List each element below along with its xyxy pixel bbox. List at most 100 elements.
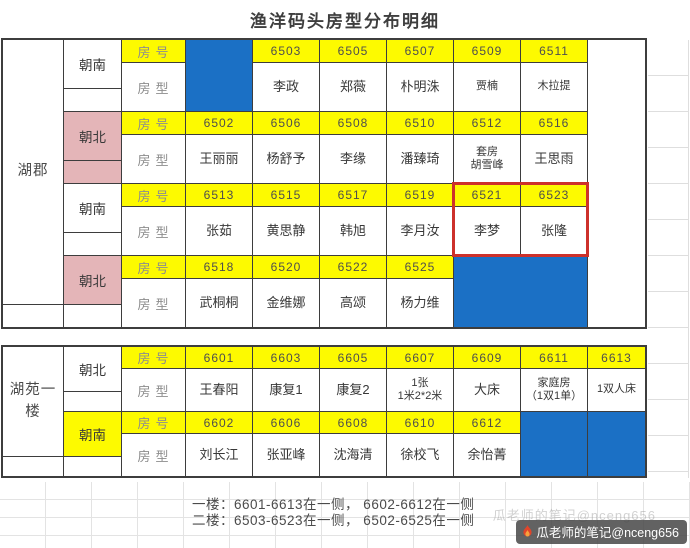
room-number-cell[interactable]: 6612 xyxy=(454,412,520,433)
orientation-cell[interactable]: 朝北 xyxy=(64,112,121,160)
room-number-cell[interactable]: 6520 xyxy=(253,256,319,278)
room-number-cell[interactable]: 6503 xyxy=(253,40,319,62)
orientation-cell[interactable]: 朝南 xyxy=(64,40,121,88)
occupant-cell[interactable]: 沈海清 xyxy=(320,434,386,476)
occupant-cell[interactable]: 朴明洙 xyxy=(387,63,453,111)
row-header-cell[interactable]: 房型 xyxy=(122,135,185,183)
room-number-cell[interactable]: 6611 xyxy=(521,347,587,368)
section-label-cell[interactable]: 湖苑一楼 xyxy=(3,347,63,456)
row-header-cell[interactable]: 房号 xyxy=(122,40,185,62)
orientation-cell[interactable]: 朝南 xyxy=(64,412,121,456)
room-number-cell[interactable]: 6613 xyxy=(588,347,645,368)
occupant-cell[interactable]: 余怡菁 xyxy=(454,434,520,476)
occupant-cell[interactable]: 张亚峰 xyxy=(253,434,319,476)
room-number-cell[interactable]: 6601 xyxy=(186,347,252,368)
occupant-cell[interactable]: 李政 xyxy=(253,63,319,111)
row-header-cell[interactable]: 房号 xyxy=(122,256,185,278)
occupant-cell[interactable]: 韩旭 xyxy=(320,207,386,255)
room-type-cell[interactable]: 康复2 xyxy=(320,369,386,411)
row-header-cell[interactable]: 房号 xyxy=(122,112,185,134)
room-number-cell[interactable]: 6606 xyxy=(253,412,319,433)
room-number-cell[interactable]: 6525 xyxy=(387,256,453,278)
occupant-cell[interactable]: 张茹 xyxy=(186,207,252,255)
row-header-cell[interactable]: 房型 xyxy=(122,207,185,255)
room-number-cell[interactable]: 6516 xyxy=(521,112,587,134)
room-number-cell[interactable]: 6521 xyxy=(454,184,520,206)
room-number-cell[interactable]: 6508 xyxy=(320,112,386,134)
occupant-cell[interactable]: 杨力维 xyxy=(387,279,453,327)
row-header-cell[interactable]: 房号 xyxy=(122,347,185,368)
blue-merged-cell[interactable] xyxy=(521,412,587,476)
room-number-cell[interactable]: 6512 xyxy=(454,112,520,134)
room-number-cell[interactable]: 6605 xyxy=(320,347,386,368)
blank-cell[interactable] xyxy=(3,457,63,476)
occupant-cell[interactable]: 王思雨 xyxy=(521,135,587,183)
room-type-cell[interactable]: 大床 xyxy=(454,369,520,411)
room-number-cell[interactable]: 6517 xyxy=(320,184,386,206)
room-number-cell[interactable]: 6607 xyxy=(387,347,453,368)
table-huyuan-1f: 湖苑一楼 朝北 房号 房型 6601 6603 6605 6607 6609 6… xyxy=(1,345,647,478)
orientation-cell[interactable]: 朝南 xyxy=(64,184,121,232)
row-header-cell[interactable]: 房号 xyxy=(122,184,185,206)
occupant-cell[interactable]: 武桐桐 xyxy=(186,279,252,327)
room-number-cell[interactable]: 6608 xyxy=(320,412,386,433)
row-header-cell[interactable]: 房号 xyxy=(122,412,185,433)
occupant-cell[interactable]: 金维娜 xyxy=(253,279,319,327)
room-number-cell[interactable]: 6610 xyxy=(387,412,453,433)
orientation-cell[interactable]: 朝北 xyxy=(64,256,121,304)
section-label-cell[interactable]: 湖郡 xyxy=(3,40,63,304)
room-number-cell[interactable]: 6515 xyxy=(253,184,319,206)
blank-cell[interactable] xyxy=(64,161,121,183)
occupant-cell[interactable]: 徐校飞 xyxy=(387,434,453,476)
blank-cell[interactable] xyxy=(64,305,121,327)
blank-cell[interactable] xyxy=(64,89,121,111)
occupant-cell[interactable]: 黄思静 xyxy=(253,207,319,255)
occupant-cell[interactable]: 李月汝 xyxy=(387,207,453,255)
blue-merged-cell[interactable] xyxy=(186,40,252,111)
occupant-cell[interactable]: 刘长江 xyxy=(186,434,252,476)
room-type-cell[interactable]: 康复1 xyxy=(253,369,319,411)
blank-cell[interactable] xyxy=(3,305,63,327)
room-number-cell[interactable]: 6513 xyxy=(186,184,252,206)
room-number-cell[interactable]: 6519 xyxy=(387,184,453,206)
room-number-cell[interactable]: 6505 xyxy=(320,40,386,62)
room-number-cell[interactable]: 6602 xyxy=(186,412,252,433)
room-number-cell[interactable]: 6507 xyxy=(387,40,453,62)
room-type-cell[interactable]: 王春阳 xyxy=(186,369,252,411)
room-type-cell[interactable]: 1张 1米2*2米 xyxy=(387,369,453,411)
room-number-cell[interactable]: 6509 xyxy=(454,40,520,62)
occupant-cell[interactable]: 套房 胡雪峰 xyxy=(454,135,520,183)
room-number-cell[interactable]: 6603 xyxy=(253,347,319,368)
room-number-cell[interactable]: 6510 xyxy=(387,112,453,134)
orientation-cell[interactable]: 朝北 xyxy=(64,347,121,391)
row-header-cell[interactable]: 房型 xyxy=(122,63,185,111)
blue-merged-cell[interactable] xyxy=(454,256,587,327)
occupant-cell[interactable]: 李梦 xyxy=(454,207,520,255)
blank-cell[interactable] xyxy=(64,233,121,255)
occupant-cell[interactable]: 潘臻琦 xyxy=(387,135,453,183)
row-header-cell[interactable]: 房型 xyxy=(122,369,185,411)
room-number-cell[interactable]: 6522 xyxy=(320,256,386,278)
occupant-cell[interactable]: 杨舒予 xyxy=(253,135,319,183)
occupant-cell[interactable]: 郑薇 xyxy=(320,63,386,111)
room-number-cell[interactable]: 6502 xyxy=(186,112,252,134)
occupant-cell[interactable]: 王丽丽 xyxy=(186,135,252,183)
row-header-cell[interactable]: 房型 xyxy=(122,434,185,476)
room-number-cell[interactable]: 6518 xyxy=(186,256,252,278)
room-type-cell[interactable]: 家庭房 （1双1单） xyxy=(521,369,587,411)
blue-merged-cell[interactable] xyxy=(588,412,645,476)
occupant-cell[interactable]: 张隆 xyxy=(521,207,587,255)
room-number-cell[interactable]: 6506 xyxy=(253,112,319,134)
room-number-cell[interactable]: 6609 xyxy=(454,347,520,368)
room-number-cell[interactable]: 6523 xyxy=(521,184,587,206)
blank-cell[interactable] xyxy=(64,392,121,411)
blank-cell[interactable] xyxy=(64,457,121,476)
room-type-cell[interactable]: 1双人床 xyxy=(588,369,645,411)
occupant-cell[interactable]: 贾楠 xyxy=(454,63,520,111)
row-header-cell[interactable]: 房型 xyxy=(122,279,185,327)
occupant-cell[interactable]: 李缘 xyxy=(320,135,386,183)
occupant-cell[interactable]: 高颂 xyxy=(320,279,386,327)
room-number-cell[interactable]: 6511 xyxy=(521,40,587,62)
blank-column-cell[interactable] xyxy=(588,40,645,327)
occupant-cell[interactable]: 木拉提 xyxy=(521,63,587,111)
